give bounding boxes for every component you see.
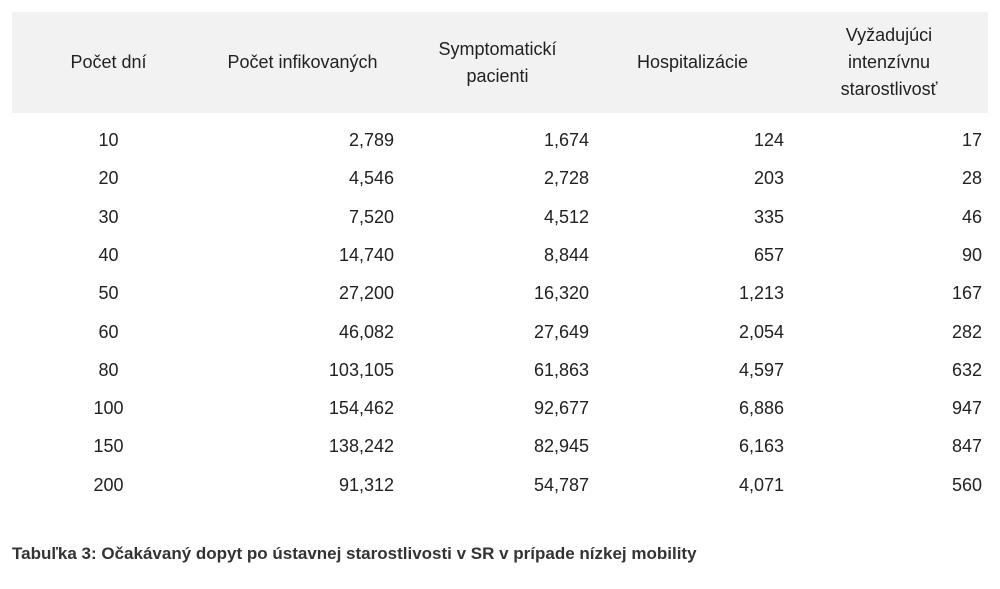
table-cell: 167 <box>951 283 982 304</box>
table-cell: 20 <box>98 168 119 189</box>
table-cell: 91,312 <box>338 474 394 495</box>
table-caption: Tabuľka 3: Očakávaný dopyt po ústavnej s… <box>12 544 697 563</box>
table-cell: 4,512 <box>543 206 589 227</box>
table-cell: 2,728 <box>543 168 589 189</box>
table-cell: 657 <box>753 244 784 265</box>
table-cell: 61,863 <box>533 359 589 380</box>
table-cell: 103,105 <box>328 359 394 380</box>
table-cell: 54,787 <box>533 474 589 495</box>
table-cell: 6,886 <box>738 398 784 419</box>
table-cell: 847 <box>951 436 982 457</box>
table-cell: 154,462 <box>328 398 394 419</box>
table-cell: 203 <box>753 168 784 189</box>
table-cell: 14,740 <box>338 244 394 265</box>
table-cell: 4,071 <box>738 474 784 495</box>
table-cell: 100 <box>93 398 124 419</box>
table-cell: 17 <box>961 130 982 150</box>
table-cell: 947 <box>951 398 982 419</box>
table-cell: 90 <box>961 244 982 265</box>
table-cell: 1,674 <box>543 130 589 150</box>
column-header: Počet infikovaných <box>205 12 400 113</box>
header-text: Počet infikovaných <box>227 52 378 72</box>
table-cell: 10 <box>98 130 119 150</box>
table-cell: 150 <box>93 436 124 457</box>
table-cell: 46,082 <box>338 321 394 342</box>
table-cell: 1,213 <box>738 283 784 304</box>
table-cell: 8,844 <box>543 244 589 265</box>
table-cell: 16,320 <box>533 283 589 304</box>
table-cell: 28 <box>961 168 982 189</box>
table-cell: 7,520 <box>348 206 394 227</box>
table-cell: 2,054 <box>738 321 784 342</box>
table-cell: 2,789 <box>348 130 394 150</box>
table-cell: 46 <box>961 206 982 227</box>
table-cell: 40 <box>98 244 119 265</box>
table-cell: 632 <box>951 359 982 380</box>
table-cell: 560 <box>951 474 982 495</box>
header-text: Vyžadujúci intenzívnu starostlivosť <box>840 25 938 99</box>
column-header: Počet dní <box>12 12 205 113</box>
table-cell: 30 <box>98 206 119 227</box>
table-cell: 80 <box>98 359 119 380</box>
table-cell: 200 <box>93 474 124 495</box>
table-cell: 335 <box>753 206 784 227</box>
column-header: Hospitalizácie <box>595 12 790 113</box>
table-cell: 50 <box>98 283 119 304</box>
column-header: Symptomatickí pacienti <box>400 12 595 113</box>
header-text: Hospitalizácie <box>636 52 749 72</box>
header-text: Počet dní <box>70 52 147 72</box>
table-cell: 138,242 <box>328 436 394 457</box>
table-cell: 27,649 <box>533 321 589 342</box>
header-text: Symptomatickí pacienti <box>438 38 557 86</box>
table-cell: 124 <box>753 130 784 150</box>
column-header: Vyžadujúci intenzívnu starostlivosť <box>790 12 988 113</box>
table-cell: 6,163 <box>738 436 784 457</box>
table-cell: 4,546 <box>348 168 394 189</box>
table-cell: 60 <box>98 321 119 342</box>
table-cell: 282 <box>951 321 982 342</box>
header-background <box>12 12 988 113</box>
table-cell: 4,597 <box>738 359 784 380</box>
table-cell: 92,677 <box>533 398 589 419</box>
table-cell: 82,945 <box>533 436 589 457</box>
table-cell: 27,200 <box>338 283 394 304</box>
